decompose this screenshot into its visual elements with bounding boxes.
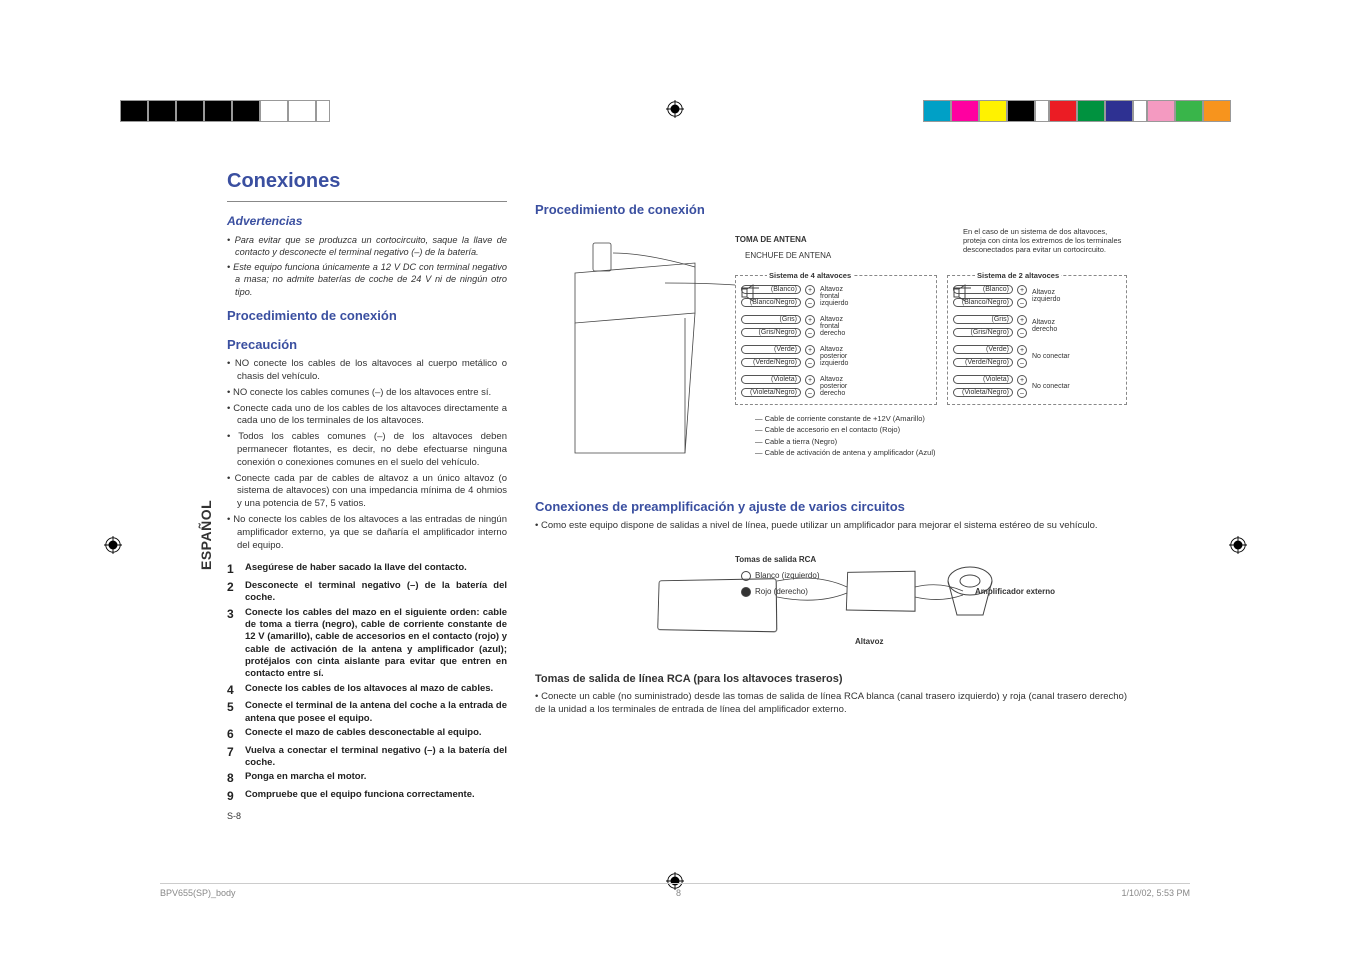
step-text: Conecte el mazo de cables desconectable …	[245, 727, 507, 743]
page-number: S-8	[227, 811, 507, 821]
step-text: Ponga en marcha el motor.	[245, 771, 507, 787]
warning-item: • Este equipo funciona únicamente a 12 V…	[227, 261, 507, 298]
precaution-item: • NO conecte los cables comunes (–) de l…	[227, 387, 507, 400]
antenna-jack-label: TOMA DE ANTENA	[735, 235, 807, 244]
precaution-item: • Conecte cada par de cables de altavoz …	[227, 473, 507, 511]
precaution-list: • NO conecte los cables de los altavoces…	[227, 358, 507, 552]
preamp-heading: Conexiones de preamplificación y ajuste …	[535, 499, 1127, 514]
step-text: Desconecte el terminal negativo (–) de l…	[245, 580, 507, 605]
print-color-bar-right	[923, 100, 1231, 122]
precaution-item: • Todos los cables comunes (–) de los al…	[227, 431, 507, 469]
register-mark-right	[1229, 536, 1247, 554]
rca-out-label: Tomas de salida RCA	[735, 555, 816, 564]
warning-item: • Para evitar que se produzca un cortoci…	[227, 234, 507, 259]
procedure-heading-left: Procedimiento de conexión	[227, 308, 507, 323]
step-text: Conecte los cables del mazo en el siguie…	[245, 607, 507, 681]
language-tab: ESPAÑOL	[198, 500, 214, 570]
antenna-plug-label: ENCHUFE DE ANTENA	[745, 251, 831, 260]
two-speaker-note: En el caso de un sistema de dos altavoce…	[963, 227, 1123, 254]
print-color-bar-left	[120, 100, 330, 122]
wiring-diagram: TOMA DE ANTENA ENCHUFE DE ANTENA En el c…	[535, 223, 1127, 483]
cable-item: Cable de accesorio en el contacto (Rojo)	[755, 424, 936, 435]
step-text: Compruebe que el equipo funciona correct…	[245, 789, 507, 805]
step-text: Conecte los cables de los altavoces al m…	[245, 683, 507, 699]
warnings-heading: Advertencias	[227, 214, 507, 228]
right-column: Procedimiento de conexión TOMA DE ANTENA…	[535, 170, 1127, 830]
step-text: Conecte el terminal de la antena del coc…	[245, 700, 507, 725]
warnings-list: • Para evitar que se produzca un cortoci…	[227, 234, 507, 298]
sys2-label: Sistema de 2 altavoces	[975, 271, 1061, 280]
precaution-item: • NO conecte los cables de los altavoces…	[227, 358, 507, 384]
cable-item: Cable de corriente constante de +12V (Am…	[755, 413, 936, 424]
precaution-item: • Conecte cada uno de los cables de los …	[227, 403, 507, 429]
section-title: Conexiones	[227, 170, 507, 193]
register-mark-left	[104, 536, 122, 554]
footer-timestamp: 1/10/02, 5:53 PM	[1121, 888, 1190, 898]
cable-item: Cable a tierra (Negro)	[755, 436, 936, 447]
cable-item: Cable de activación de antena y amplific…	[755, 447, 936, 458]
cable-callouts: Cable de corriente constante de +12V (Am…	[755, 413, 936, 458]
precaution-item: • No conecte los cables de los altavoces…	[227, 514, 507, 552]
steps-list: 1Asegúrese de haber sacado la llave del …	[227, 562, 507, 804]
register-mark-top	[666, 100, 684, 118]
footer-page: 8	[676, 888, 681, 898]
speaker-label: Altavoz	[855, 637, 883, 646]
precaution-heading: Precaución	[227, 337, 507, 352]
sys4-label: Sistema de 4 altavoces	[767, 271, 853, 280]
rca-heading: Tomas de salida de línea RCA (para los a…	[535, 673, 1127, 685]
footer-filename: BPV655(SP)_body	[160, 888, 236, 898]
rca-text: • Conecte un cable (no suministrado) des…	[535, 691, 1127, 717]
page-content: Conexiones Advertencias • Para evitar qu…	[227, 170, 1127, 830]
preamp-text: • Como este equipo dispone de salidas a …	[535, 520, 1127, 533]
left-column: Conexiones Advertencias • Para evitar qu…	[227, 170, 507, 830]
step-text: Vuelva a conectar el terminal negativo (…	[245, 745, 507, 770]
procedure-heading-right: Procedimiento de conexión	[535, 202, 1127, 217]
step-text: Asegúrese de haber sacado la llave del c…	[245, 562, 507, 578]
amp-diagram: Tomas de salida RCA Blanco (izquierdo) R…	[535, 543, 1127, 663]
title-rule	[227, 201, 507, 202]
print-footer: BPV655(SP)_body 8 1/10/02, 5:53 PM	[160, 883, 1190, 898]
